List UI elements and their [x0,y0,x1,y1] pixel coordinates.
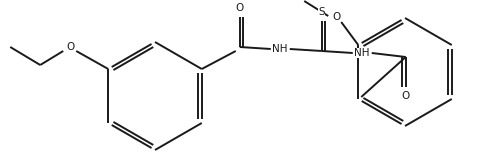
Text: O: O [66,42,74,52]
Text: S: S [318,7,325,17]
Text: O: O [401,91,410,101]
Text: NH: NH [354,47,369,57]
Text: NH: NH [272,43,287,53]
Text: O: O [236,3,244,13]
Text: O: O [332,12,340,22]
